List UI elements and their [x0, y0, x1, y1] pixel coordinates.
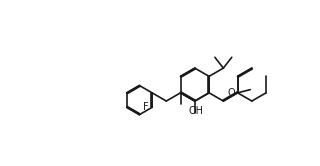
Text: F: F — [143, 102, 149, 112]
Text: O: O — [228, 88, 235, 98]
Text: OH: OH — [189, 106, 204, 116]
